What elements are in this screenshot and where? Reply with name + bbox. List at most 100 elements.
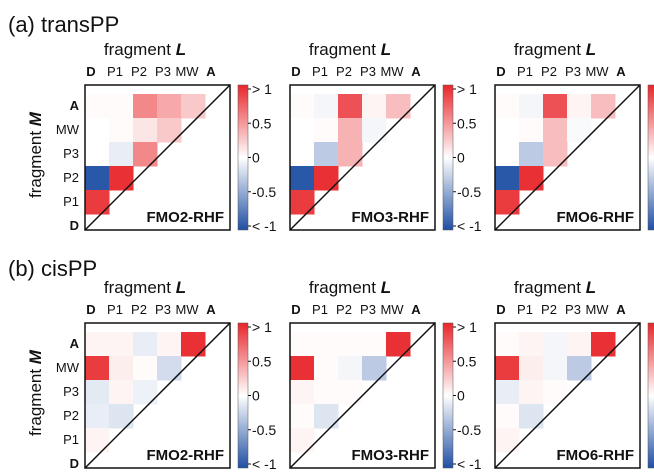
colorbar-tick-label: < -1	[457, 456, 482, 472]
heatmap-cell	[495, 428, 520, 453]
y-tick-label: D	[70, 218, 79, 233]
heatmap-cell	[109, 404, 134, 429]
section-b-title: (b) cisPP	[8, 256, 97, 281]
colorbar-tick-label: < -1	[457, 218, 482, 234]
method-label: FMO3-RHF	[352, 209, 430, 226]
x-tick-label: A	[411, 302, 421, 317]
x-tick-label: P1	[312, 64, 328, 79]
colorbar-tick-label: 0	[252, 388, 260, 404]
heatmap-cell	[109, 166, 134, 191]
heatmap-cell	[386, 94, 411, 119]
heatmap-cell	[290, 356, 315, 381]
heatmap-cell	[495, 380, 520, 405]
y-tick-label: P3	[63, 384, 79, 399]
heatmap-cell	[591, 94, 616, 119]
heatmap-cell	[133, 118, 158, 143]
x-tick-label: D	[291, 302, 300, 317]
colorbar-tick-label: > 1	[457, 81, 477, 97]
matrix-frame	[84, 84, 231, 231]
heatmap-cell	[362, 332, 387, 357]
colorbar	[442, 322, 454, 469]
x-tick-label: D	[291, 64, 300, 79]
x-tick-label: MW	[585, 64, 609, 79]
x-tick-label: P2	[336, 302, 352, 317]
x-tick-label: MW	[380, 302, 404, 317]
heatmap-cell	[85, 428, 110, 453]
matrix-diagonal	[494, 84, 641, 231]
x-tick-label: P2	[336, 64, 352, 79]
colorbar-tick-label: > 1	[252, 81, 272, 97]
heatmap-cell	[109, 332, 134, 357]
heatmap-cell	[519, 142, 544, 167]
heatmap-cell	[567, 356, 592, 381]
heatmap-cell	[290, 428, 315, 453]
heatmap-cell	[495, 356, 520, 381]
colorbar-tick-label: -0.5	[457, 184, 481, 200]
heatmap-cell	[85, 332, 110, 357]
heatmap-cell	[338, 94, 363, 119]
colorbar	[647, 84, 654, 231]
heatmap-cell	[567, 118, 592, 143]
colorbar-tick-label: -0.5	[457, 422, 481, 438]
heatmap-cell	[362, 118, 387, 143]
section-a-title: (a) transPP	[8, 12, 119, 37]
heatmap-cell	[85, 166, 110, 191]
heatmap-cell	[290, 118, 315, 143]
heatmap-cell	[85, 356, 110, 381]
x-tick-label: P3	[565, 302, 581, 317]
heatmap-cell	[314, 356, 339, 381]
method-label: FMO6-RHF	[557, 447, 635, 464]
x-tick-label: MW	[585, 302, 609, 317]
colorbar	[237, 84, 249, 231]
x-tick-label: A	[616, 64, 626, 79]
heatmap-cell	[157, 118, 182, 143]
x-axis-title: fragment L	[514, 278, 596, 297]
colorbar-tick-label: 0	[457, 150, 465, 166]
heatmap-cell	[567, 332, 592, 357]
y-axis-title: fragment M	[26, 111, 45, 198]
x-tick-label: D	[496, 302, 505, 317]
x-tick-label: D	[86, 64, 95, 79]
heatmap-cell	[181, 94, 206, 119]
heatmap-cell	[314, 404, 339, 429]
heatmap-cell	[109, 142, 134, 167]
heatmap-cell	[543, 380, 568, 405]
heatmap-cell	[543, 118, 568, 143]
method-label: FMO2-RHF	[147, 447, 225, 464]
heatmap-cell	[290, 94, 315, 119]
heatmap-cell	[543, 94, 568, 119]
heatmap-cell	[85, 142, 110, 167]
colorbar-tick-label: 0.5	[252, 115, 272, 131]
heatmap-cell	[109, 380, 134, 405]
matrix-diagonal	[289, 84, 436, 231]
x-axis-title: fragment L	[104, 278, 186, 297]
x-tick-label: A	[206, 64, 216, 79]
x-axis-title: fragment L	[514, 40, 596, 59]
heatmap-cell	[133, 332, 158, 357]
heatmap-cell	[495, 404, 520, 429]
x-tick-label: P2	[541, 64, 557, 79]
heatmap-cell	[543, 332, 568, 357]
y-tick-label: D	[70, 456, 79, 471]
heatmap-cell	[519, 380, 544, 405]
x-tick-label: P3	[565, 64, 581, 79]
method-label: FMO6-RHF	[557, 209, 635, 226]
heatmap-cell	[519, 166, 544, 191]
x-tick-label: MW	[175, 302, 199, 317]
heatmap-cell	[495, 94, 520, 119]
x-axis-title: fragment L	[104, 40, 186, 59]
heatmap-cell	[290, 190, 315, 215]
method-label: FMO2-RHF	[147, 209, 225, 226]
matrix-diagonal	[84, 322, 231, 469]
x-tick-label: MW	[175, 64, 199, 79]
colorbar-tick-label: 0	[252, 150, 260, 166]
heatmap-cell	[85, 118, 110, 143]
x-tick-label: P2	[541, 302, 557, 317]
colorbar	[647, 322, 654, 469]
heatmap-cell	[519, 404, 544, 429]
heatmap-cell	[133, 94, 158, 119]
x-tick-label: MW	[380, 64, 404, 79]
heatmap-cell	[181, 332, 206, 357]
heatmap-cell	[85, 190, 110, 215]
